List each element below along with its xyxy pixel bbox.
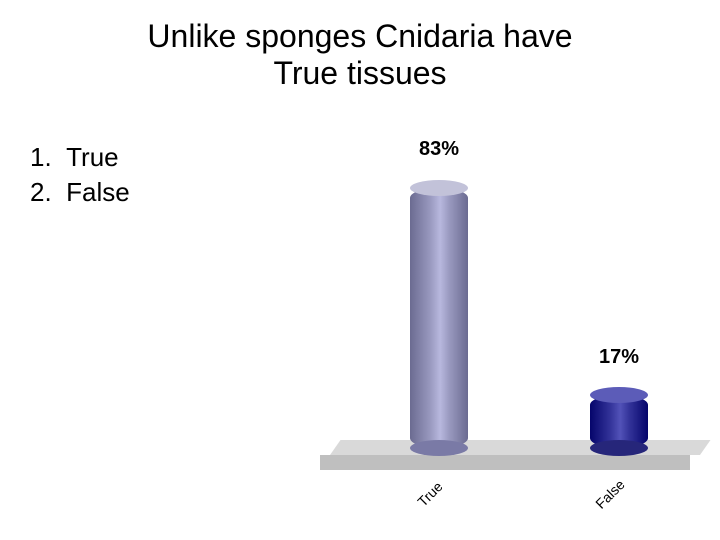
platform-front bbox=[320, 455, 690, 470]
bar-bottom bbox=[590, 440, 648, 456]
bar-top bbox=[410, 180, 468, 196]
platform-top bbox=[330, 440, 711, 455]
axis-label-true: True bbox=[403, 467, 457, 521]
bar-value-label: 83% bbox=[389, 138, 489, 161]
option-2: 2. False bbox=[30, 175, 130, 210]
bar-bottom bbox=[410, 440, 468, 456]
option-1: 1. True bbox=[30, 140, 130, 175]
bar-top bbox=[590, 387, 648, 403]
bar-true bbox=[410, 188, 468, 448]
bar-body bbox=[410, 188, 468, 448]
slide-title: Unlike sponges Cnidaria have True tissue… bbox=[0, 18, 720, 92]
answer-options: 1. True 2. False bbox=[30, 140, 130, 210]
axis-label-false: False bbox=[583, 467, 637, 521]
title-line-1: Unlike sponges Cnidaria have bbox=[147, 18, 572, 54]
poll-chart: 83% True 17% False bbox=[330, 150, 700, 510]
title-line-2: True tissues bbox=[273, 55, 446, 91]
bar-value-label: 17% bbox=[569, 346, 669, 369]
slide: Unlike sponges Cnidaria have True tissue… bbox=[0, 0, 720, 540]
bar-false bbox=[590, 395, 648, 448]
